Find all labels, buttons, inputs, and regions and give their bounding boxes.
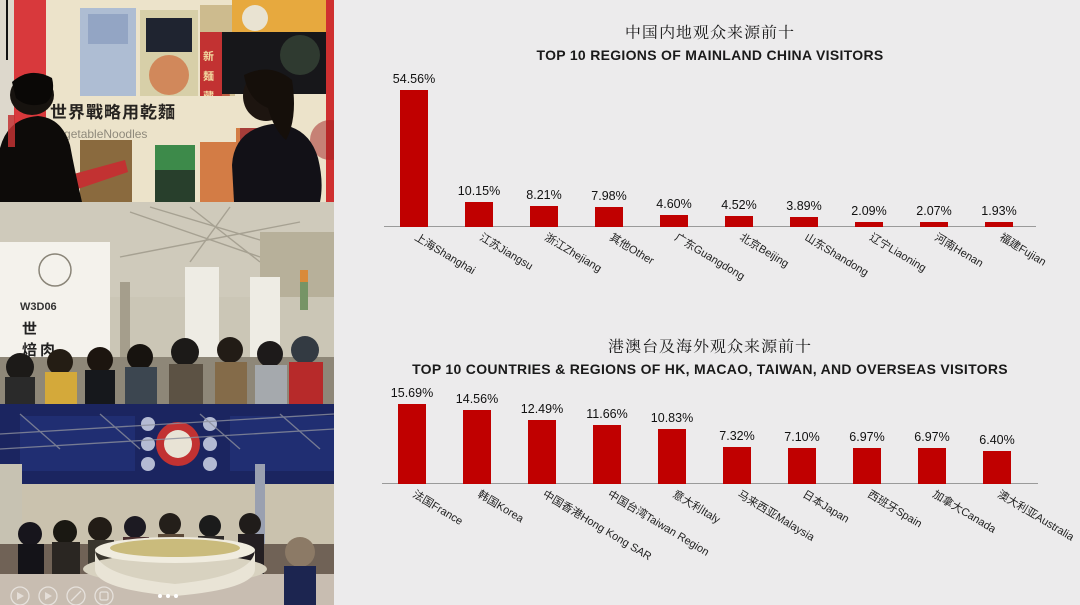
svg-text:W3D06: W3D06 xyxy=(20,301,57,313)
svg-text:麺: 麺 xyxy=(203,68,214,84)
svg-text:新: 新 xyxy=(203,48,214,64)
svg-text:世界戰略用乾麵: 世界戰略用乾麵 xyxy=(50,98,176,123)
svg-text:世: 世 xyxy=(22,318,37,339)
